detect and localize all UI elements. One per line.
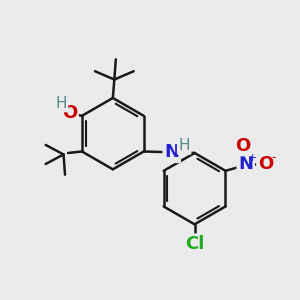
Text: O: O	[235, 136, 250, 154]
Text: N: N	[238, 155, 253, 173]
Text: O: O	[258, 155, 273, 173]
Text: N: N	[164, 143, 179, 161]
Text: H: H	[178, 138, 190, 153]
Text: O: O	[62, 104, 77, 122]
Text: H: H	[56, 96, 67, 111]
Text: Cl: Cl	[185, 235, 204, 253]
Text: -: -	[272, 151, 276, 164]
Text: +: +	[248, 153, 257, 163]
